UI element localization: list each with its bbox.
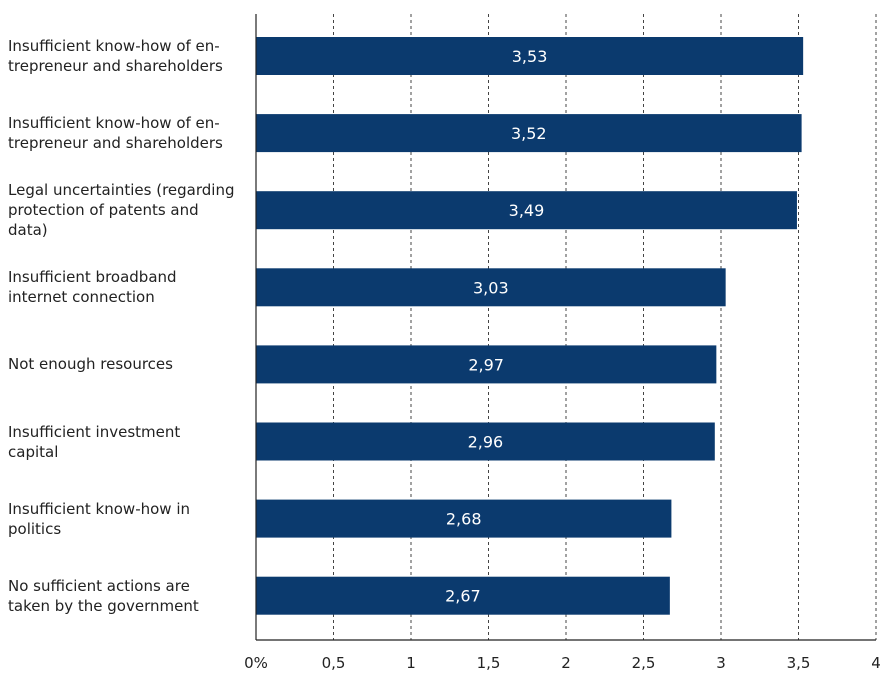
bar-value-label: 2,67 [445, 587, 481, 606]
bar-value-label: 3,52 [511, 124, 547, 143]
category-label: Legal uncertainties (regarding protectio… [8, 181, 235, 240]
x-tick-label: 2,5 [632, 654, 656, 672]
category-label: Insufficient broadband internet connecti… [8, 268, 177, 307]
x-tick-label: 0% [244, 654, 268, 672]
bar-value-label: 2,68 [446, 510, 482, 529]
category-label: No sufficient actions are taken by the g… [8, 576, 199, 615]
x-tick-label: 0,5 [322, 654, 346, 672]
bar-value-label: 3,53 [512, 47, 548, 66]
category-label: Insufficient know-how of en- trepreneur … [8, 114, 223, 153]
bar [256, 345, 717, 384]
x-tick-label: 1,5 [477, 654, 501, 672]
bar [256, 37, 804, 75]
bar-value-label: 3,49 [509, 201, 545, 220]
gridlines [333, 14, 877, 640]
x-tick-label: 1 [406, 654, 416, 672]
category-label: Insufficient investment capital [8, 422, 181, 461]
x-tick-label: 2 [561, 654, 571, 672]
bar [256, 268, 726, 307]
bar [256, 576, 670, 615]
category-label: Not enough resources [8, 355, 173, 374]
category-label: Insufficient know-how in politics [8, 499, 190, 538]
bars: 3,53 3,52 3,49 3,03 2,97 2,96 2,68 2,67 [256, 37, 804, 615]
bar-value-label: 2,96 [468, 433, 504, 452]
bar [256, 422, 715, 461]
bar [256, 114, 802, 153]
axes: 0% 0,5 1 1,5 2 2,5 3 3,5 4 [244, 14, 881, 672]
bar [256, 191, 797, 230]
bar-value-label: 2,97 [468, 355, 504, 374]
x-tick-label: 4 [871, 654, 881, 672]
x-tick-label: 3,5 [787, 654, 811, 672]
bar-value-label: 3,03 [473, 278, 509, 297]
x-tick-label: 3 [716, 654, 726, 672]
category-label: Insufficient know-how of en- trepreneur … [8, 37, 223, 75]
bar [256, 499, 672, 538]
